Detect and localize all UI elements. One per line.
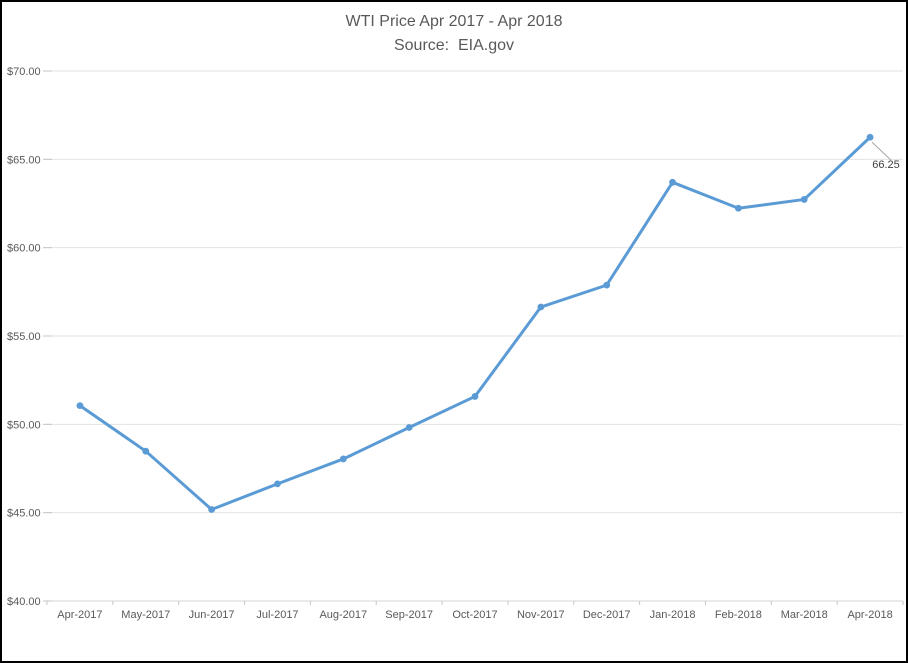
svg-text:Aug-2017: Aug-2017: [319, 609, 367, 621]
gridlines: [43, 70, 903, 602]
svg-text:Sep-2017: Sep-2017: [385, 609, 433, 621]
svg-text:Apr-2017: Apr-2017: [57, 609, 102, 621]
y-axis-labels: $40.00 $45.00 $50.00 $55.00 $60.00 $65.00 $70.…: [7, 66, 41, 608]
svg-text:Jul-2017: Jul-2017: [256, 609, 298, 621]
svg-text:$40.00: $40.00: [7, 596, 41, 608]
svg-text:Nov-2017: Nov-2017: [517, 609, 565, 621]
svg-text:$60.00: $60.00: [7, 243, 41, 255]
data-point-label: 66.25: [872, 159, 900, 171]
svg-text:Jun-2017: Jun-2017: [189, 609, 235, 621]
svg-text:May-2017: May-2017: [121, 609, 170, 621]
svg-text:$55.00: $55.00: [7, 331, 41, 343]
svg-text:Feb-2018: Feb-2018: [715, 609, 762, 621]
svg-text:$45.00: $45.00: [7, 508, 41, 520]
svg-text:$70.00: $70.00: [7, 66, 41, 78]
x-axis-labels: Apr-2017 May-2017 Jun-2017 Jul-2017 Aug-2017…: [57, 609, 892, 621]
data-series: [76, 133, 874, 513]
svg-text:Oct-2017: Oct-2017: [452, 609, 497, 621]
annotation-leader: [871, 141, 892, 161]
svg-text:$50.00: $50.00: [7, 419, 41, 431]
svg-text:Dec-2017: Dec-2017: [583, 609, 631, 621]
x-axis: [46, 601, 904, 605]
svg-text:Apr-2018: Apr-2018: [847, 609, 892, 621]
svg-text:$65.00: $65.00: [7, 154, 41, 166]
svg-text:Jan-2018: Jan-2018: [650, 609, 696, 621]
svg-text:Mar-2018: Mar-2018: [781, 609, 828, 621]
